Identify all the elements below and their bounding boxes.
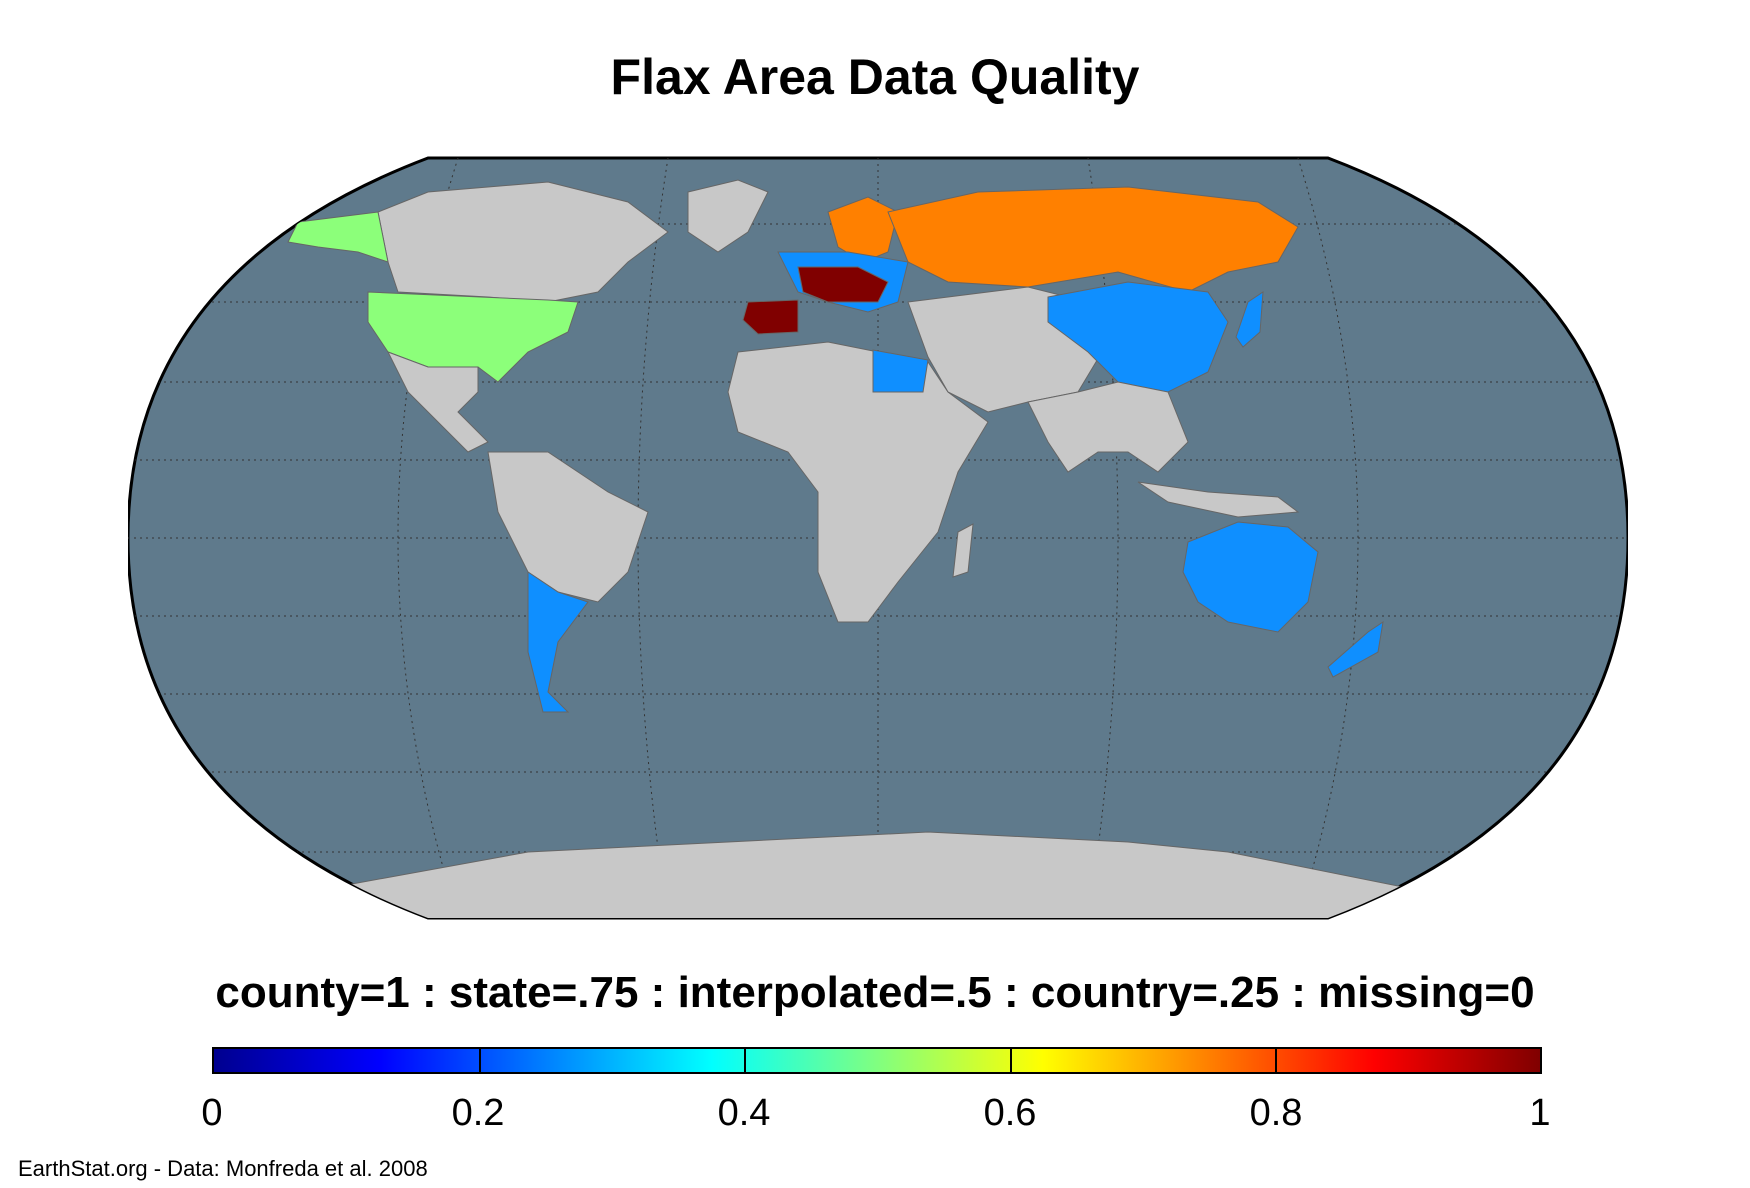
united-states — [367, 291, 579, 383]
africa — [727, 341, 989, 623]
colorbar-tick — [479, 1049, 482, 1072]
colorbar-tick — [1009, 1049, 1012, 1072]
south-america — [487, 451, 649, 603]
colorbar-tick — [1274, 1049, 1277, 1072]
new-zealand — [1327, 620, 1384, 678]
china — [1047, 281, 1229, 393]
japan — [1235, 291, 1264, 348]
antarctica — [307, 831, 1429, 918]
colorbar-tick-label-2: 0.4 — [717, 1092, 771, 1134]
alaska — [287, 211, 389, 263]
colorbar-tick-label-1: 0.2 — [451, 1092, 505, 1134]
central-europe — [797, 266, 889, 303]
world-map — [126, 152, 1630, 924]
south-asia — [1027, 381, 1189, 473]
spain — [742, 299, 799, 335]
colorbar-tick-label-5: 1 — [1529, 1092, 1551, 1134]
map-svg — [126, 156, 1630, 920]
legend-caption: county=1 : state=.75 : interpolated=.5 :… — [215, 968, 1535, 1017]
egypt — [872, 349, 929, 393]
colorbar-tick-label-4: 0.8 — [1249, 1092, 1303, 1134]
colorbar-tick — [744, 1049, 747, 1072]
indonesia — [1137, 481, 1300, 518]
credit-line: EarthStat.org - Data: Monfreda et al. 20… — [18, 1156, 428, 1181]
landmasses — [287, 179, 1429, 918]
madagascar — [952, 523, 974, 578]
greenland — [687, 179, 769, 253]
scandinavia — [827, 196, 899, 263]
argentina — [527, 571, 589, 713]
mexico-central-america — [386, 351, 489, 453]
russia — [887, 186, 1299, 293]
canada — [377, 181, 669, 303]
colorbar-tick-label-0: 0 — [201, 1092, 223, 1134]
map-title: Flax Area Data Quality — [610, 49, 1140, 105]
colorbar — [212, 1047, 1542, 1074]
colorbar-tick-label-3: 0.6 — [983, 1092, 1037, 1134]
australia — [1182, 521, 1319, 633]
